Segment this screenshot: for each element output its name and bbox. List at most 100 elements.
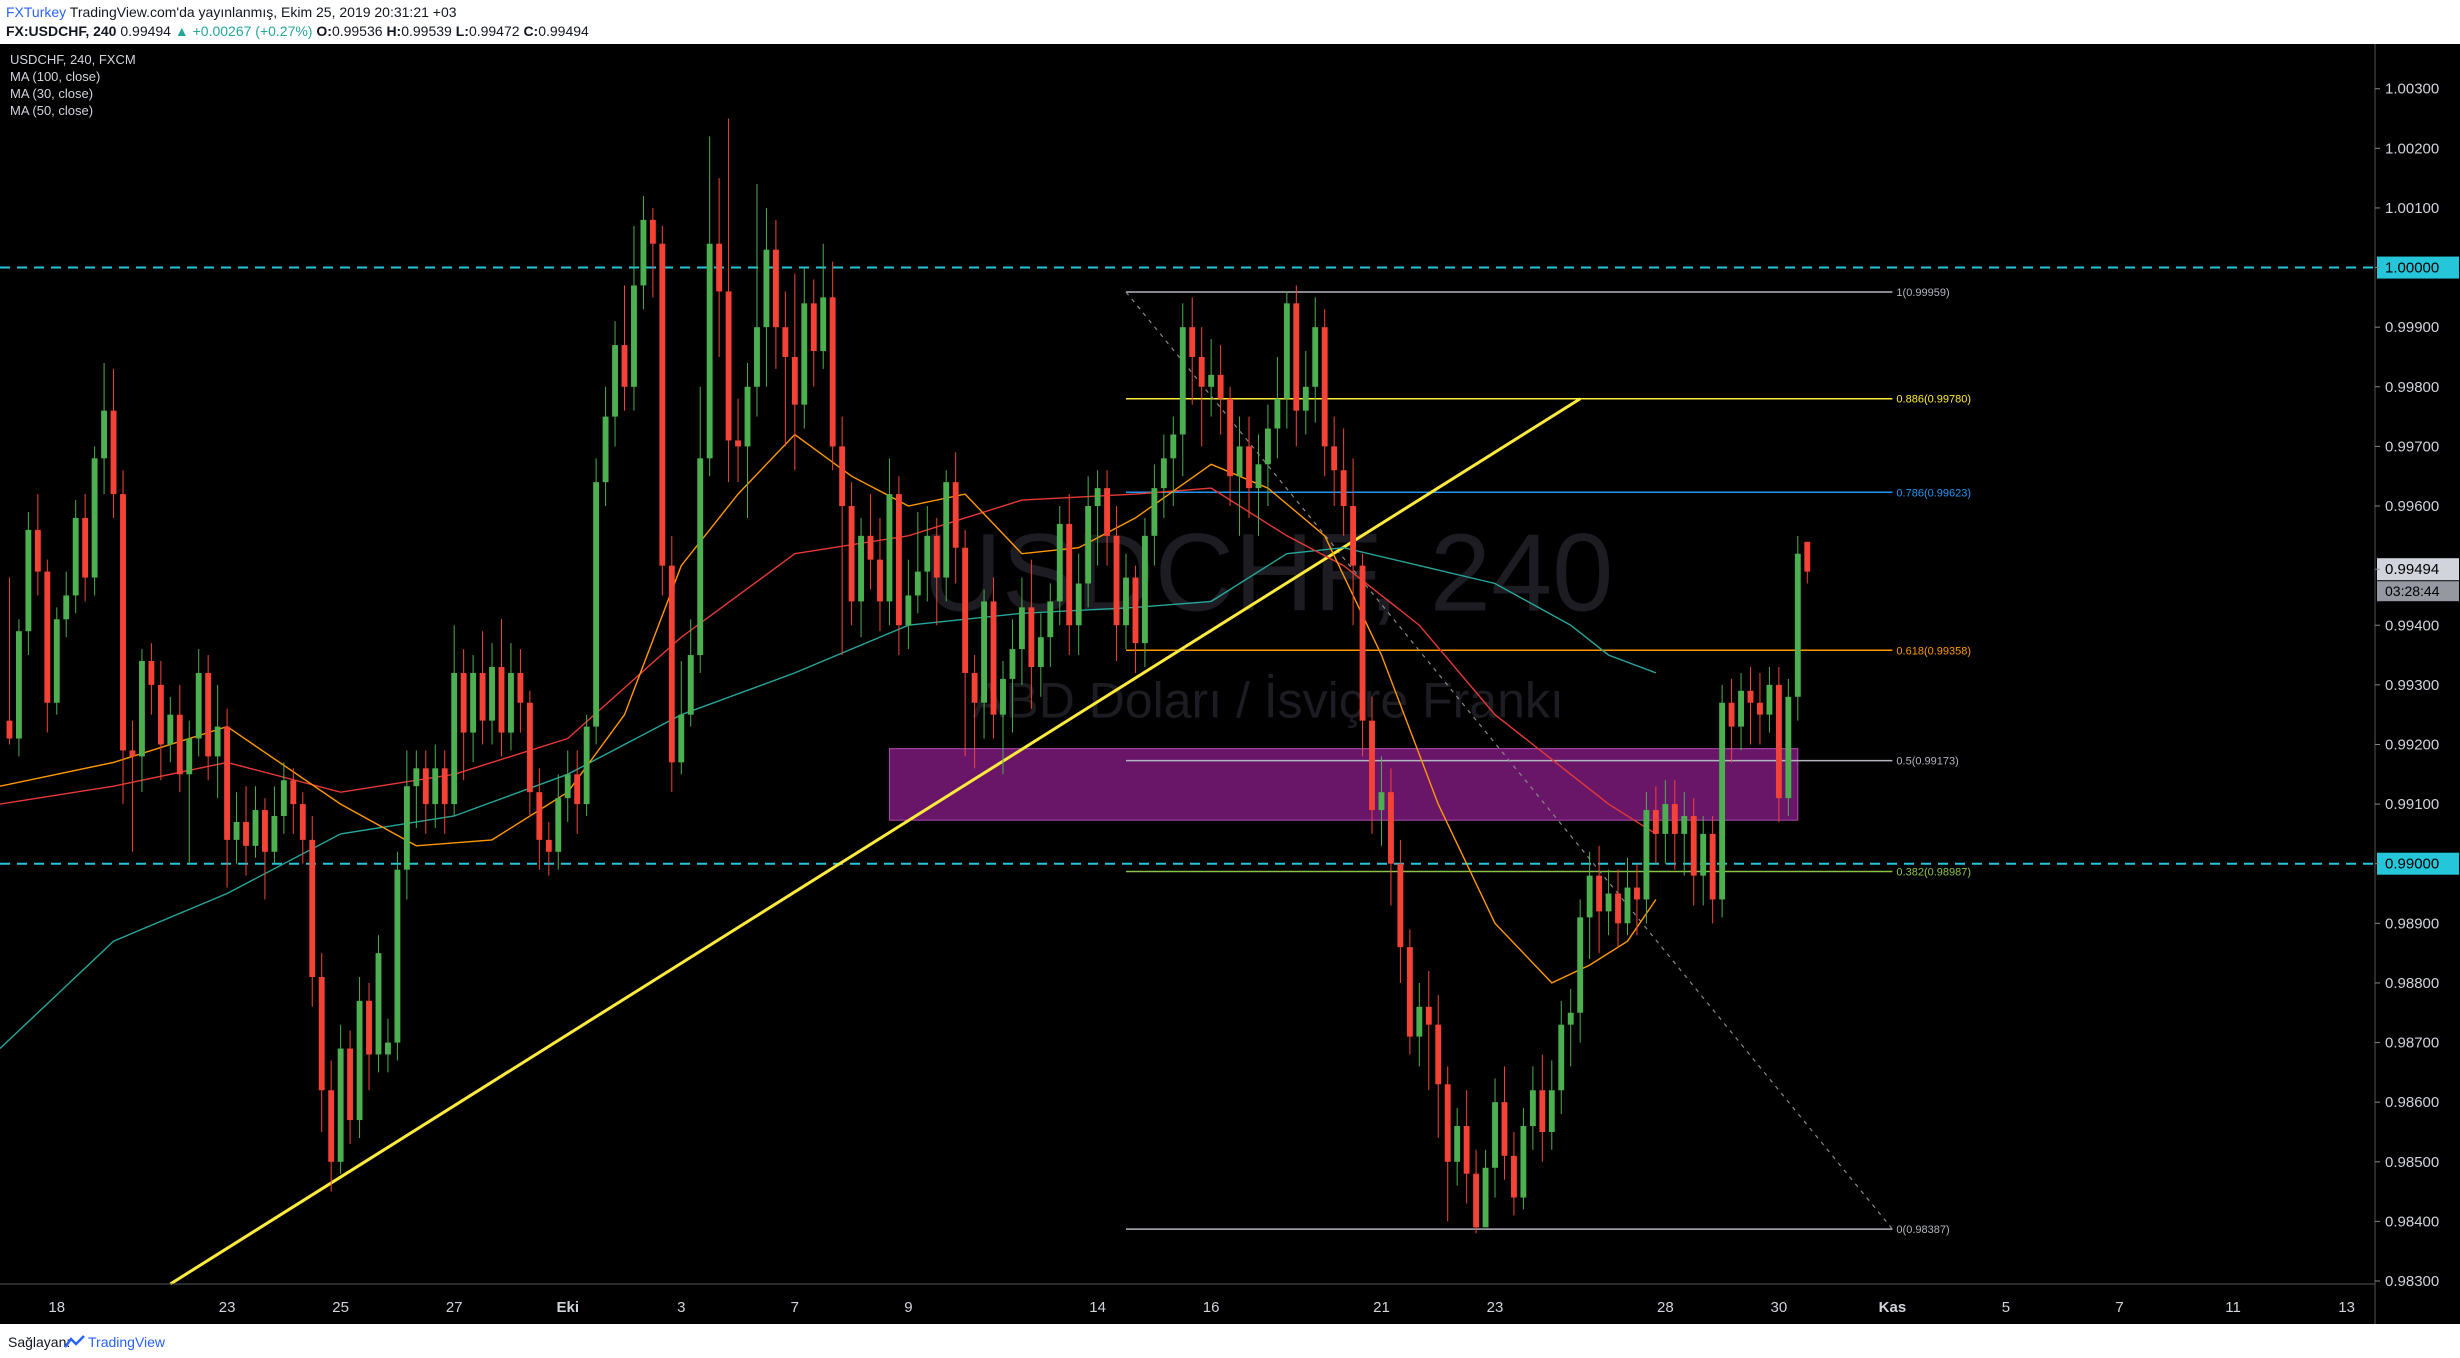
candle-body bbox=[1738, 690, 1744, 727]
candle-body bbox=[621, 345, 628, 387]
candle-body bbox=[1141, 535, 1148, 644]
candle-body bbox=[375, 953, 382, 1055]
candle-body bbox=[1766, 684, 1773, 715]
candle-body bbox=[810, 303, 817, 352]
candle-body bbox=[1255, 464, 1262, 489]
legend-entry: MA (100, close) bbox=[10, 69, 100, 84]
candle-body bbox=[1397, 863, 1404, 948]
candle-body bbox=[631, 285, 637, 387]
candle-body bbox=[1000, 678, 1006, 715]
tradingview-logo-icon[interactable] bbox=[64, 1335, 86, 1349]
candle-body bbox=[280, 780, 287, 817]
watermark-symbol: USDCHF, 240 bbox=[923, 511, 1614, 634]
candle-body bbox=[1236, 446, 1243, 477]
candle-body bbox=[820, 297, 827, 352]
candle-body bbox=[366, 1000, 372, 1055]
countdown-bg bbox=[2377, 581, 2459, 602]
candle-body bbox=[1227, 398, 1234, 477]
x-tick-label: 14 bbox=[1089, 1299, 1106, 1316]
y-tick-label: 0.99400 bbox=[2385, 617, 2439, 634]
candle-body bbox=[1473, 1173, 1480, 1228]
candle-body bbox=[148, 661, 155, 685]
x-tick-label: 25 bbox=[332, 1299, 349, 1316]
candle-body bbox=[1331, 446, 1338, 471]
candle-body bbox=[1217, 374, 1224, 399]
candle-body bbox=[110, 410, 117, 495]
candle-body bbox=[1198, 356, 1205, 387]
candle-body bbox=[233, 821, 240, 840]
x-tick-label: 23 bbox=[1487, 1299, 1504, 1316]
candle-body bbox=[1246, 446, 1252, 489]
candle-body bbox=[649, 219, 656, 244]
countdown-label: 03:28:44 bbox=[2385, 583, 2440, 599]
y-tick-label: 0.99900 bbox=[2385, 319, 2439, 336]
fib-label-1: 1(0.99959) bbox=[1896, 287, 1949, 299]
candle-body bbox=[1785, 696, 1792, 799]
x-tick-label: 7 bbox=[2115, 1299, 2123, 1316]
candle-body bbox=[1454, 1126, 1461, 1162]
candle-body bbox=[1757, 702, 1763, 715]
candle-body bbox=[725, 291, 732, 441]
candle-body bbox=[309, 839, 316, 977]
y-tick-label: 0.99000 bbox=[2385, 856, 2439, 873]
candle-body bbox=[394, 869, 401, 1043]
candle-body bbox=[290, 780, 297, 805]
candle-body bbox=[867, 535, 874, 560]
fib-label-0.886: 0.886(0.99780) bbox=[1896, 394, 1971, 406]
price-chart[interactable]: USDCHF, 240 ABD Doları / İsviçre Frankı 1… bbox=[0, 44, 2460, 1324]
symbol-line-label: USDCHF, 240, FXCM bbox=[10, 52, 136, 67]
uptrend-line bbox=[169, 397, 1581, 1286]
candle-body bbox=[1596, 875, 1603, 912]
candle-body bbox=[120, 494, 126, 751]
candle-body bbox=[574, 774, 581, 805]
fib-label-0.786: 0.786(0.99623) bbox=[1896, 487, 1971, 499]
open-label: O: bbox=[316, 23, 332, 39]
candle-body bbox=[602, 416, 609, 483]
candle-body bbox=[82, 517, 89, 578]
y-tick-label: 0.99600 bbox=[2385, 498, 2439, 515]
author-link[interactable]: FXTurkey bbox=[6, 4, 67, 20]
candle-body bbox=[536, 792, 543, 840]
candle-body bbox=[659, 243, 666, 566]
provided-by-label: Sağlayan: bbox=[8, 1334, 71, 1350]
candle-body bbox=[337, 1048, 344, 1162]
candle-body bbox=[1501, 1102, 1508, 1156]
x-tick-label: 7 bbox=[791, 1299, 799, 1316]
symbol-label: FX:USDCHF, 240 bbox=[6, 23, 117, 39]
candle-body bbox=[517, 672, 524, 703]
candle-body bbox=[1416, 1006, 1423, 1037]
candle-body bbox=[299, 804, 306, 840]
tradingview-link[interactable]: TradingView bbox=[88, 1334, 166, 1350]
candle-body bbox=[735, 440, 741, 447]
chart-area[interactable]: USDCHF, 240 ABD Doları / İsviçre Frankı 1… bbox=[0, 44, 2460, 1324]
legend-entry: MA (30, close) bbox=[10, 86, 93, 101]
candle-body bbox=[1586, 875, 1593, 918]
candle-body bbox=[214, 726, 221, 757]
candle-body bbox=[1208, 374, 1215, 387]
candle-body bbox=[981, 601, 987, 703]
low-label: L: bbox=[455, 23, 469, 39]
candle-body bbox=[1321, 327, 1328, 447]
candle-body bbox=[1634, 887, 1640, 900]
candle-body bbox=[6, 720, 13, 739]
candle-body bbox=[1388, 792, 1394, 864]
candle-body bbox=[791, 356, 798, 405]
candle-body bbox=[1104, 488, 1111, 536]
candle-body bbox=[157, 684, 164, 745]
y-tick-label: 0.99494 bbox=[2385, 561, 2439, 578]
candle-body bbox=[593, 482, 600, 727]
x-tick-label: 21 bbox=[1373, 1299, 1390, 1316]
last-price: 0.99494 bbox=[120, 23, 171, 39]
candle-body bbox=[1643, 810, 1650, 900]
candle-body bbox=[612, 345, 618, 417]
candle-body bbox=[489, 666, 495, 721]
candle-body bbox=[924, 535, 931, 572]
candle-body bbox=[186, 738, 193, 775]
x-tick-label: 30 bbox=[1771, 1299, 1788, 1316]
candle-body bbox=[895, 494, 902, 626]
x-tick-label: Eki bbox=[556, 1299, 579, 1316]
candle-body bbox=[1615, 893, 1621, 924]
x-tick-label: 3 bbox=[677, 1299, 685, 1316]
chart-header: FXTurkey TradingView.com'da yayınlanmış,… bbox=[0, 0, 2460, 44]
candle-body bbox=[801, 303, 808, 405]
